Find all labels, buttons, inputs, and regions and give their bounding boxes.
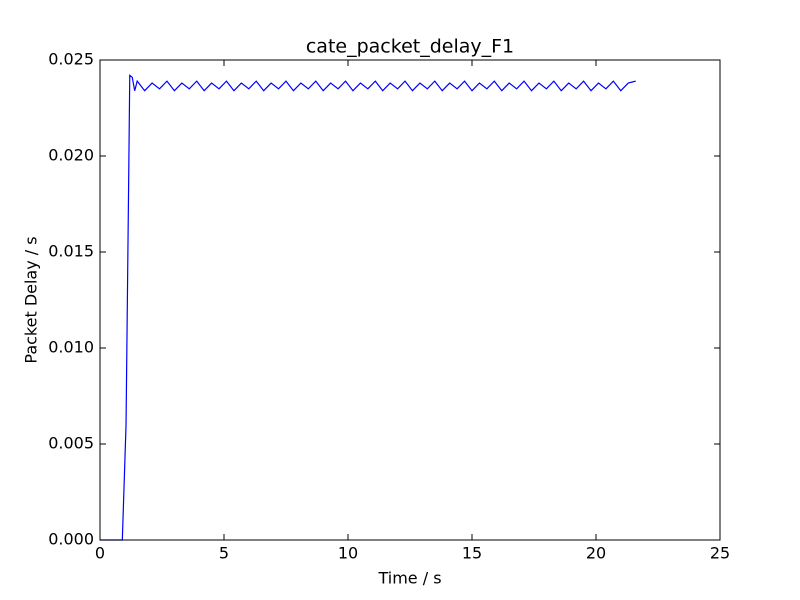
- x-axis-label: Time / s: [377, 569, 441, 588]
- y-tick-label: 0.020: [48, 146, 94, 165]
- data-line: [100, 74, 636, 541]
- y-tick-label: 0.015: [48, 242, 94, 261]
- y-axis-label: Packet Delay / s: [22, 236, 41, 363]
- y-tick-label: 0.010: [48, 338, 94, 357]
- y-tick-label: 0.025: [48, 50, 94, 69]
- x-tick-label: 0: [95, 544, 105, 563]
- y-tick-label: 0.000: [48, 530, 94, 549]
- x-tick-label: 25: [710, 544, 730, 563]
- y-tick-label: 0.005: [48, 434, 94, 453]
- x-tick-label: 15: [462, 544, 482, 563]
- x-tick-label: 20: [586, 544, 606, 563]
- plot-frame: [99, 59, 721, 541]
- x-tick-label: 5: [219, 544, 229, 563]
- chart-title: cate_packet_delay_F1: [306, 36, 514, 58]
- x-tick-label: 10: [338, 544, 358, 563]
